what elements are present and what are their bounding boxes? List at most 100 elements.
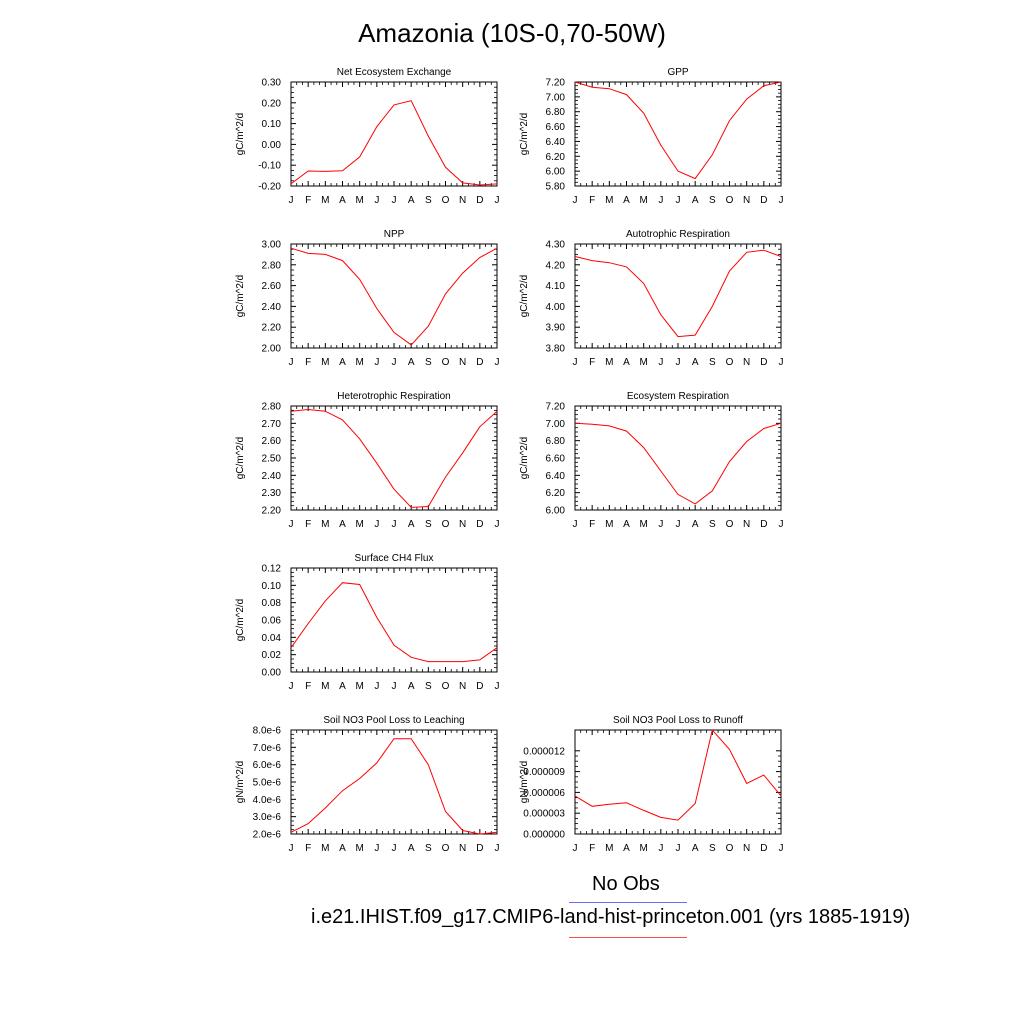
plot-frame	[290, 405, 498, 511]
x-tick-label: S	[425, 357, 432, 368]
series-line	[290, 408, 498, 508]
y-tick-label: 6.40	[546, 137, 566, 148]
x-tick-label: M	[605, 843, 613, 854]
series-line	[290, 100, 498, 186]
plot-frame	[290, 729, 498, 835]
x-tick-label: J	[392, 843, 397, 854]
x-tick-label: A	[339, 681, 346, 692]
x-tick-label: A	[623, 519, 630, 530]
panel-title: Net Ecosystem Exchange	[337, 67, 452, 78]
x-tick-label: D	[760, 195, 767, 206]
x-tick-label: O	[726, 195, 734, 206]
y-tick-label: 0.000012	[523, 746, 565, 757]
y-tick-label: 0.000000	[523, 830, 565, 841]
x-tick-label: N	[459, 519, 466, 530]
x-tick-label: O	[442, 843, 450, 854]
x-tick-label: M	[639, 357, 647, 368]
y-tick-label: 2.80	[262, 260, 282, 271]
y-tick-label: 2.40	[262, 302, 282, 313]
x-tick-label: N	[743, 195, 750, 206]
x-tick-label: D	[760, 843, 767, 854]
panel-title: Ecosystem Respiration	[627, 391, 729, 402]
x-tick-label: A	[339, 843, 346, 854]
y-tick-label: 0.000003	[523, 809, 565, 820]
panel-title: GPP	[667, 67, 688, 78]
y-tick-label: 6.60	[546, 454, 566, 465]
y-tick-label: 0.00	[262, 668, 282, 679]
x-tick-label: F	[305, 519, 311, 530]
x-tick-label: S	[709, 843, 716, 854]
y-axis-label: gN/m^2/d	[235, 761, 246, 804]
series-line	[574, 81, 782, 180]
x-tick-label: J	[779, 357, 784, 368]
x-tick-label: O	[442, 681, 450, 692]
y-tick-label: 7.20	[546, 402, 566, 413]
series-line	[290, 247, 498, 346]
x-tick-label: M	[605, 357, 613, 368]
x-tick-label: A	[692, 357, 699, 368]
y-tick-label: 0.10	[262, 119, 282, 130]
y-tick-label: 2.40	[262, 471, 282, 482]
y-tick-label: 2.0e-6	[253, 830, 282, 841]
x-tick-label: F	[305, 843, 311, 854]
x-tick-label: J	[658, 357, 663, 368]
x-tick-label: J	[658, 843, 663, 854]
y-tick-label: 2.80	[262, 402, 282, 413]
y-tick-label: 0.06	[262, 616, 282, 627]
series-line	[574, 249, 782, 338]
x-tick-label: J	[779, 195, 784, 206]
y-tick-label: 6.40	[546, 471, 566, 482]
x-tick-label: J	[573, 519, 578, 530]
x-tick-label: J	[392, 357, 397, 368]
x-tick-label: F	[589, 195, 595, 206]
y-tick-label: 6.00	[546, 506, 566, 517]
y-axis-label: gC/m^2/d	[519, 275, 530, 318]
panel-title: Soil NO3 Pool Loss to Runoff	[613, 715, 743, 726]
x-tick-label: M	[355, 519, 363, 530]
x-tick-label: N	[459, 195, 466, 206]
x-tick-label: M	[321, 519, 329, 530]
x-tick-label: M	[639, 195, 647, 206]
x-tick-label: A	[623, 195, 630, 206]
x-tick-label: M	[321, 681, 329, 692]
x-tick-label: D	[760, 357, 767, 368]
y-tick-label: 0.20	[262, 98, 282, 109]
y-tick-label: -0.20	[258, 182, 281, 193]
x-tick-label: J	[374, 195, 379, 206]
x-tick-label: S	[425, 843, 432, 854]
x-tick-label: J	[495, 681, 500, 692]
x-tick-label: M	[355, 843, 363, 854]
x-tick-label: J	[289, 519, 294, 530]
figure-title: Amazonia (10S-0,70-50W)	[358, 18, 666, 48]
x-tick-label: J	[392, 681, 397, 692]
x-tick-label: O	[726, 843, 734, 854]
y-tick-label: 0.12	[262, 564, 282, 575]
y-tick-label: 2.60	[262, 436, 282, 447]
y-tick-label: 6.20	[546, 488, 566, 499]
x-tick-label: D	[476, 843, 483, 854]
x-tick-label: N	[743, 357, 750, 368]
x-tick-label: A	[408, 843, 415, 854]
panel-title: Soil NO3 Pool Loss to Leaching	[323, 715, 464, 726]
x-tick-label: A	[623, 357, 630, 368]
y-tick-label: 7.20	[546, 78, 566, 89]
x-tick-label: A	[339, 357, 346, 368]
y-tick-label: 2.20	[262, 506, 282, 517]
y-tick-label: 5.80	[546, 182, 566, 193]
y-axis-label: gN/m^2/d	[519, 761, 530, 804]
x-tick-label: J	[392, 195, 397, 206]
x-tick-label: J	[573, 357, 578, 368]
x-tick-label: J	[495, 195, 500, 206]
x-tick-label: N	[459, 843, 466, 854]
x-tick-label: M	[321, 843, 329, 854]
x-tick-label: A	[408, 519, 415, 530]
x-tick-label: J	[658, 195, 663, 206]
x-tick-label: A	[692, 843, 699, 854]
x-tick-label: D	[476, 519, 483, 530]
y-tick-label: 3.00	[262, 240, 282, 251]
x-tick-label: M	[639, 843, 647, 854]
